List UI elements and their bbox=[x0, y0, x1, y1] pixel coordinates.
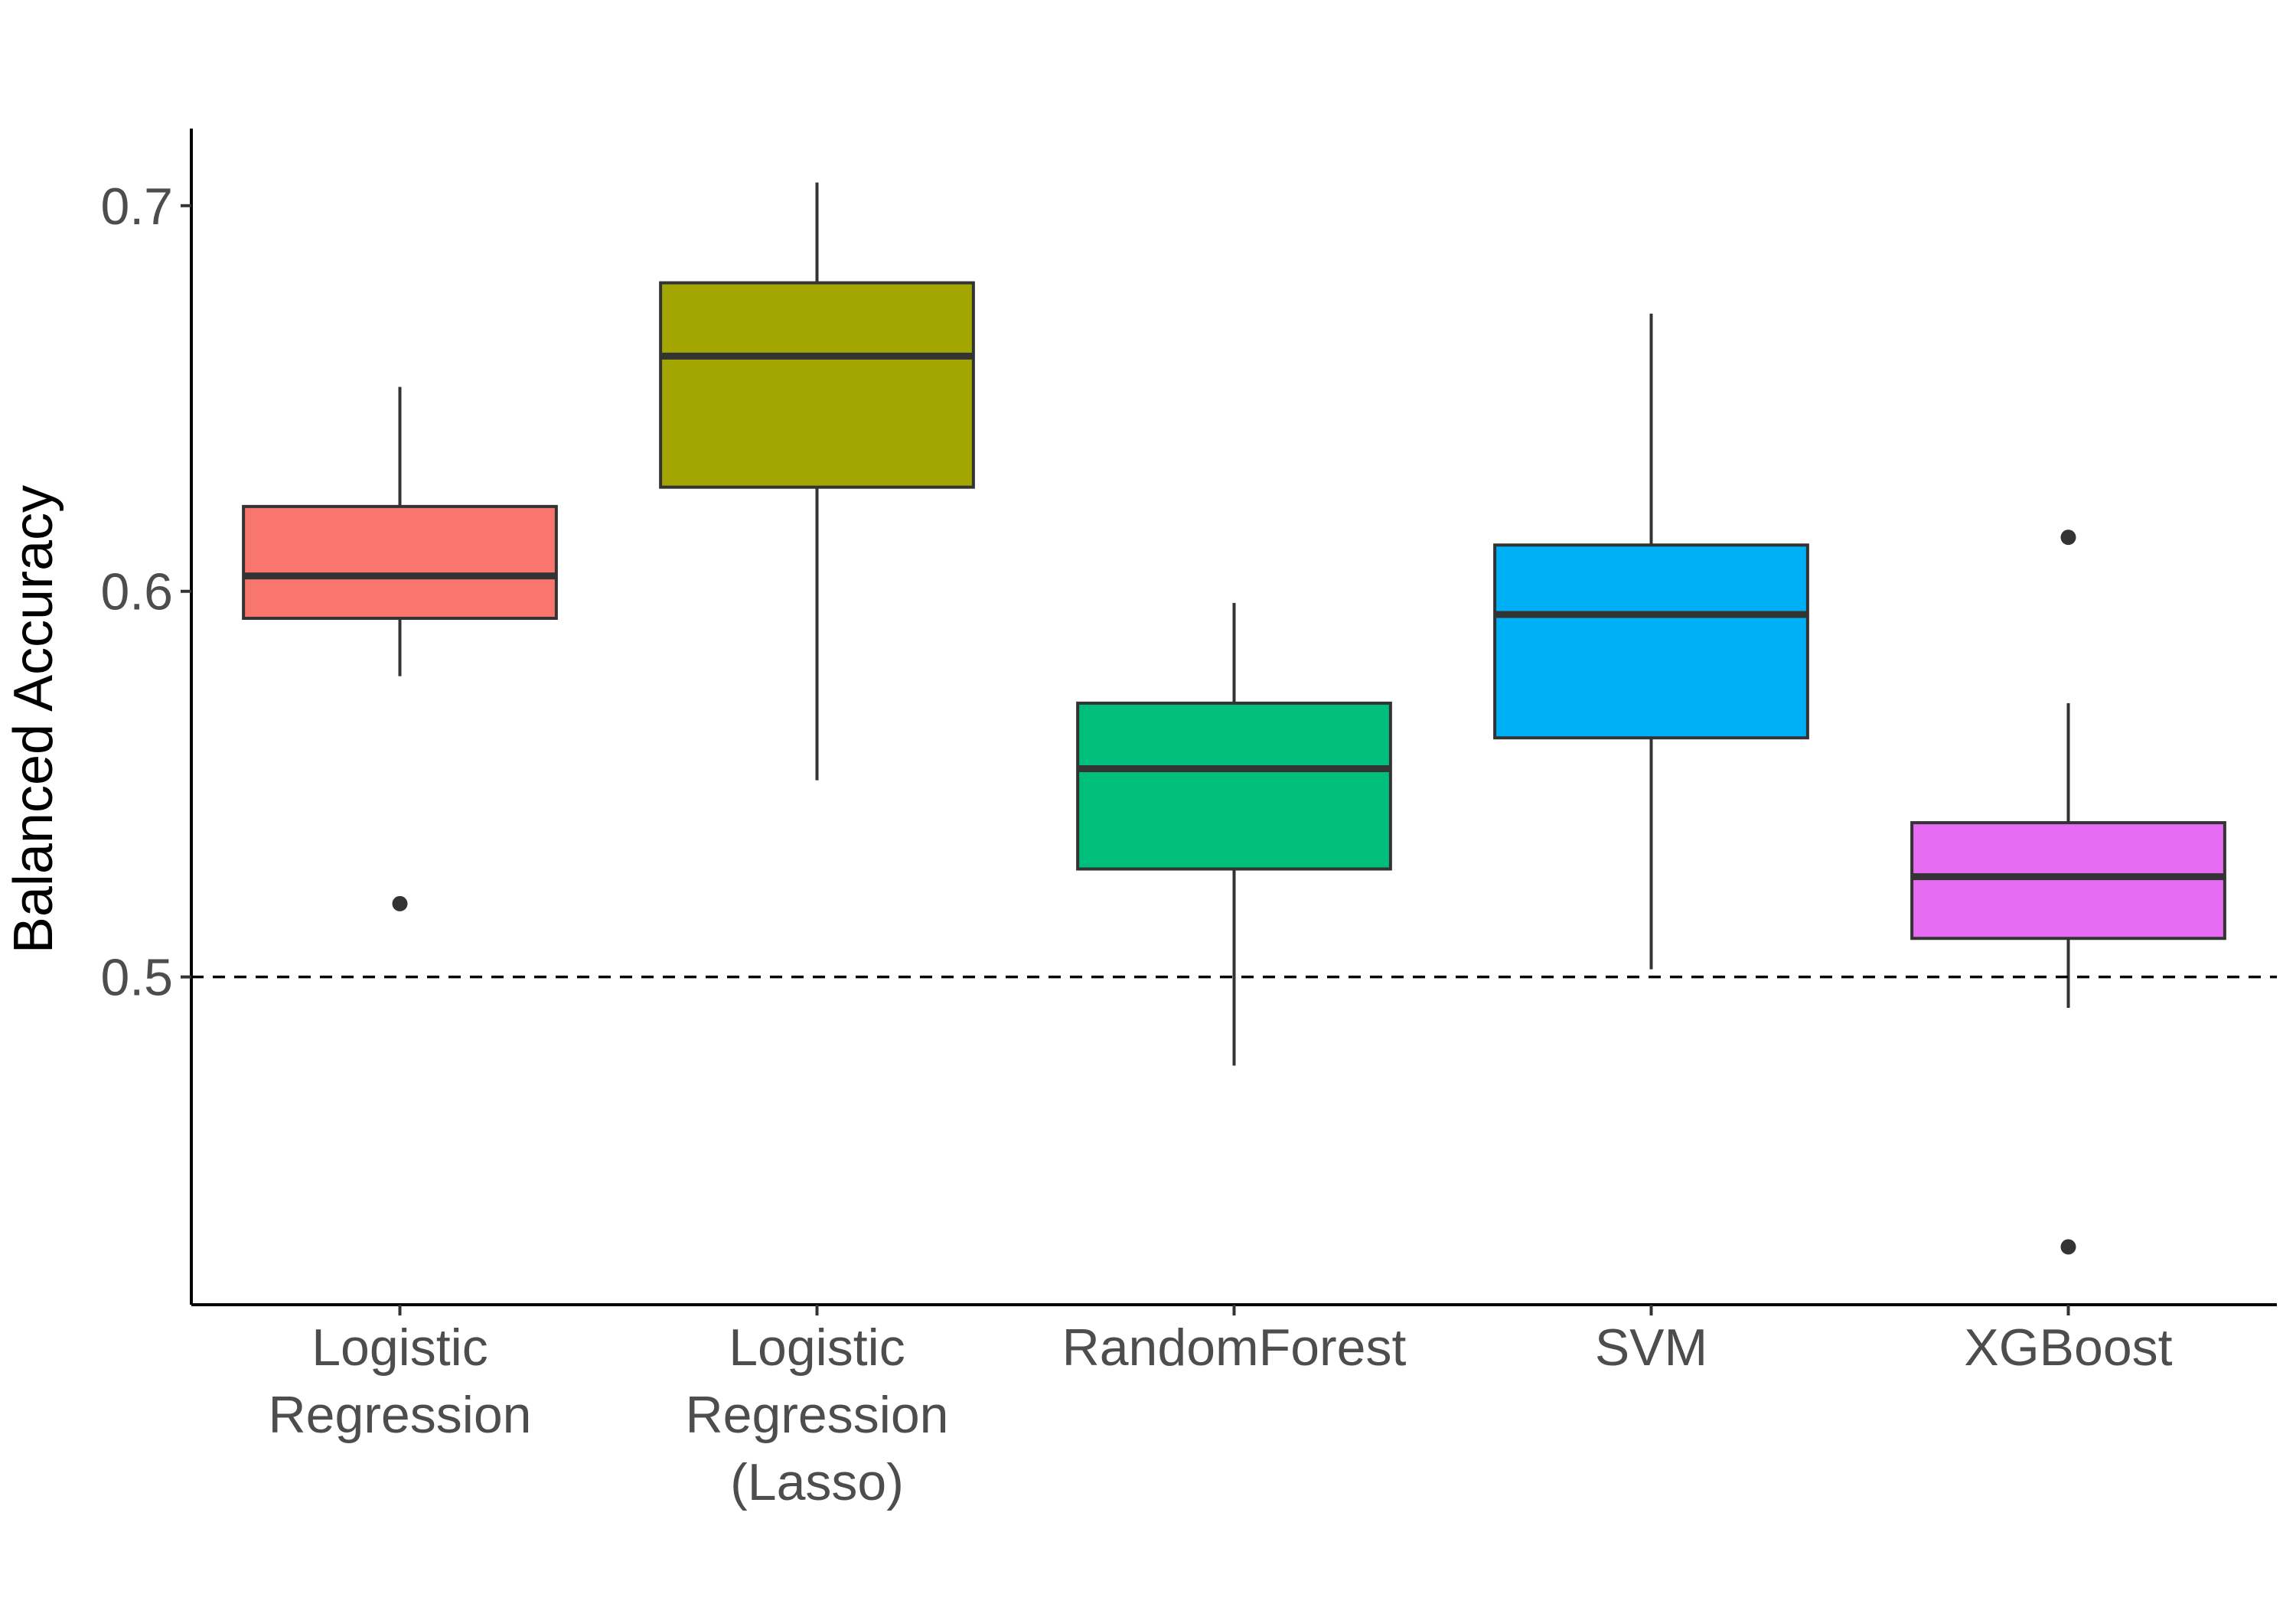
outlier-point bbox=[2060, 530, 2076, 546]
box-group bbox=[1493, 313, 1809, 970]
x-tick-label-line: Regression bbox=[269, 1386, 532, 1444]
box-iqr bbox=[1493, 543, 1809, 740]
x-tick-label-line: SVM bbox=[1595, 1319, 1707, 1377]
y-tick-label: 0.7 bbox=[100, 178, 173, 236]
axes: 0.5 0.6 0.7 Logistic Regression Logistic Regre… bbox=[100, 129, 2277, 1511]
box-iqr bbox=[1910, 821, 2226, 940]
box-iqr bbox=[242, 504, 558, 620]
box-group bbox=[659, 182, 975, 781]
box-iqr bbox=[1076, 701, 1392, 871]
y-axis-title: Balanced Accuracy bbox=[3, 485, 64, 953]
box-group bbox=[1910, 530, 2226, 1255]
box-group bbox=[242, 386, 558, 911]
y-tick-label: 0.6 bbox=[100, 563, 173, 621]
box-iqr bbox=[659, 281, 975, 489]
x-tick-label-line: (Lasso) bbox=[730, 1453, 904, 1511]
x-tick-label-line: Logistic bbox=[729, 1319, 905, 1377]
x-tick-label: SVM bbox=[1595, 1319, 1707, 1377]
x-tick-label-line: Regression bbox=[686, 1386, 949, 1444]
y-tick-label: 0.5 bbox=[100, 949, 173, 1007]
x-tick-label-line: XGBoost bbox=[1964, 1319, 2172, 1377]
x-tick-label-line: Logistic bbox=[311, 1319, 488, 1377]
x-tick-label: Logistic Regression bbox=[269, 1319, 532, 1444]
box-group bbox=[1076, 602, 1392, 1066]
plot-area bbox=[191, 182, 2277, 1255]
x-tick-label-line: RandomForest bbox=[1062, 1319, 1407, 1377]
x-tick-label: XGBoost bbox=[1964, 1319, 2172, 1377]
outlier-point bbox=[2060, 1239, 2076, 1255]
x-tick-label: RandomForest bbox=[1062, 1319, 1407, 1377]
x-tick-label: Logistic Regression (Lasso) bbox=[686, 1319, 949, 1511]
outlier-point bbox=[392, 895, 408, 911]
